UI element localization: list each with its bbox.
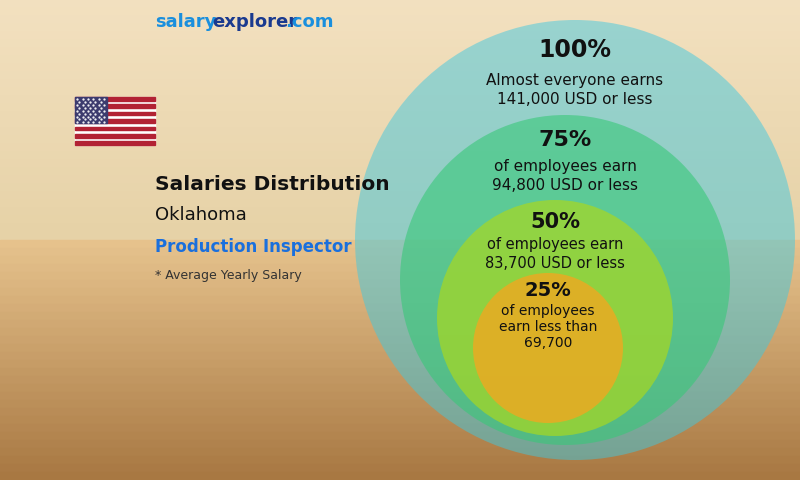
Bar xyxy=(0,320,800,328)
Bar xyxy=(0,208,800,216)
Bar xyxy=(0,8,800,16)
Bar xyxy=(75,112,155,116)
Bar xyxy=(0,80,800,88)
Bar xyxy=(0,136,800,144)
Text: 69,700: 69,700 xyxy=(524,336,572,350)
Text: 25%: 25% xyxy=(525,281,571,300)
Bar xyxy=(0,360,800,368)
Text: 75%: 75% xyxy=(538,130,592,150)
Text: earn less than: earn less than xyxy=(499,320,597,334)
Bar xyxy=(0,176,800,184)
Bar xyxy=(0,392,800,400)
Bar xyxy=(75,134,155,138)
Bar xyxy=(0,304,800,312)
Bar xyxy=(0,384,800,392)
Bar xyxy=(0,88,800,96)
Text: * Average Yearly Salary: * Average Yearly Salary xyxy=(155,268,302,281)
Bar xyxy=(0,400,800,408)
Bar xyxy=(0,456,800,464)
Bar xyxy=(0,440,800,448)
Circle shape xyxy=(355,20,795,460)
Bar xyxy=(0,112,800,120)
Text: explorer: explorer xyxy=(212,13,297,31)
Bar xyxy=(0,368,800,376)
Text: 83,700 USD or less: 83,700 USD or less xyxy=(485,255,625,271)
Bar xyxy=(0,472,800,480)
Bar xyxy=(0,48,800,56)
Bar xyxy=(0,128,800,136)
Bar xyxy=(0,168,800,176)
Text: Production Inspector: Production Inspector xyxy=(155,238,352,256)
Bar xyxy=(0,56,800,64)
Bar xyxy=(0,72,800,80)
Text: 100%: 100% xyxy=(538,38,611,62)
Bar xyxy=(0,240,800,248)
Circle shape xyxy=(473,273,623,423)
Bar xyxy=(0,16,800,24)
Bar xyxy=(0,104,800,112)
Bar xyxy=(0,416,800,424)
Bar xyxy=(0,152,800,160)
Bar xyxy=(0,256,800,264)
Bar xyxy=(0,120,800,128)
Circle shape xyxy=(437,200,673,436)
Bar xyxy=(0,264,800,272)
Bar xyxy=(0,192,800,200)
Bar xyxy=(0,160,800,168)
Bar xyxy=(0,344,800,352)
Text: Oklahoma: Oklahoma xyxy=(155,206,246,224)
Bar xyxy=(0,32,800,40)
Bar xyxy=(0,96,800,104)
Bar xyxy=(0,352,800,360)
Text: of employees earn: of employees earn xyxy=(494,158,637,173)
Circle shape xyxy=(400,115,730,445)
Bar xyxy=(0,232,800,240)
Bar xyxy=(0,272,800,280)
Bar xyxy=(0,424,800,432)
Bar xyxy=(75,97,155,101)
Bar xyxy=(0,144,800,152)
Bar xyxy=(75,104,155,108)
Bar xyxy=(0,0,800,8)
Bar xyxy=(75,127,155,130)
Bar xyxy=(0,248,800,256)
Bar xyxy=(0,328,800,336)
Bar xyxy=(0,448,800,456)
Bar xyxy=(0,312,800,320)
Text: Almost everyone earns: Almost everyone earns xyxy=(486,72,663,87)
Bar xyxy=(0,432,800,440)
Bar xyxy=(75,141,155,145)
Text: of employees: of employees xyxy=(502,304,594,318)
Bar xyxy=(75,97,155,145)
Text: Salaries Distribution: Salaries Distribution xyxy=(155,176,390,194)
Bar xyxy=(0,40,800,48)
Bar xyxy=(0,64,800,72)
Text: 50%: 50% xyxy=(530,212,580,232)
Bar xyxy=(0,408,800,416)
Bar xyxy=(0,280,800,288)
Bar xyxy=(0,224,800,232)
Bar xyxy=(0,24,800,32)
Bar xyxy=(0,200,800,208)
Bar xyxy=(0,336,800,344)
Text: 94,800 USD or less: 94,800 USD or less xyxy=(492,179,638,193)
Bar xyxy=(0,216,800,224)
Bar xyxy=(75,119,155,123)
Text: 141,000 USD or less: 141,000 USD or less xyxy=(498,93,653,108)
Bar xyxy=(0,296,800,304)
Text: of employees earn: of employees earn xyxy=(487,238,623,252)
Bar xyxy=(0,184,800,192)
Bar xyxy=(0,464,800,472)
Text: salary: salary xyxy=(155,13,216,31)
Bar xyxy=(0,288,800,296)
Bar xyxy=(75,97,107,123)
Text: .com: .com xyxy=(285,13,334,31)
Bar xyxy=(0,376,800,384)
